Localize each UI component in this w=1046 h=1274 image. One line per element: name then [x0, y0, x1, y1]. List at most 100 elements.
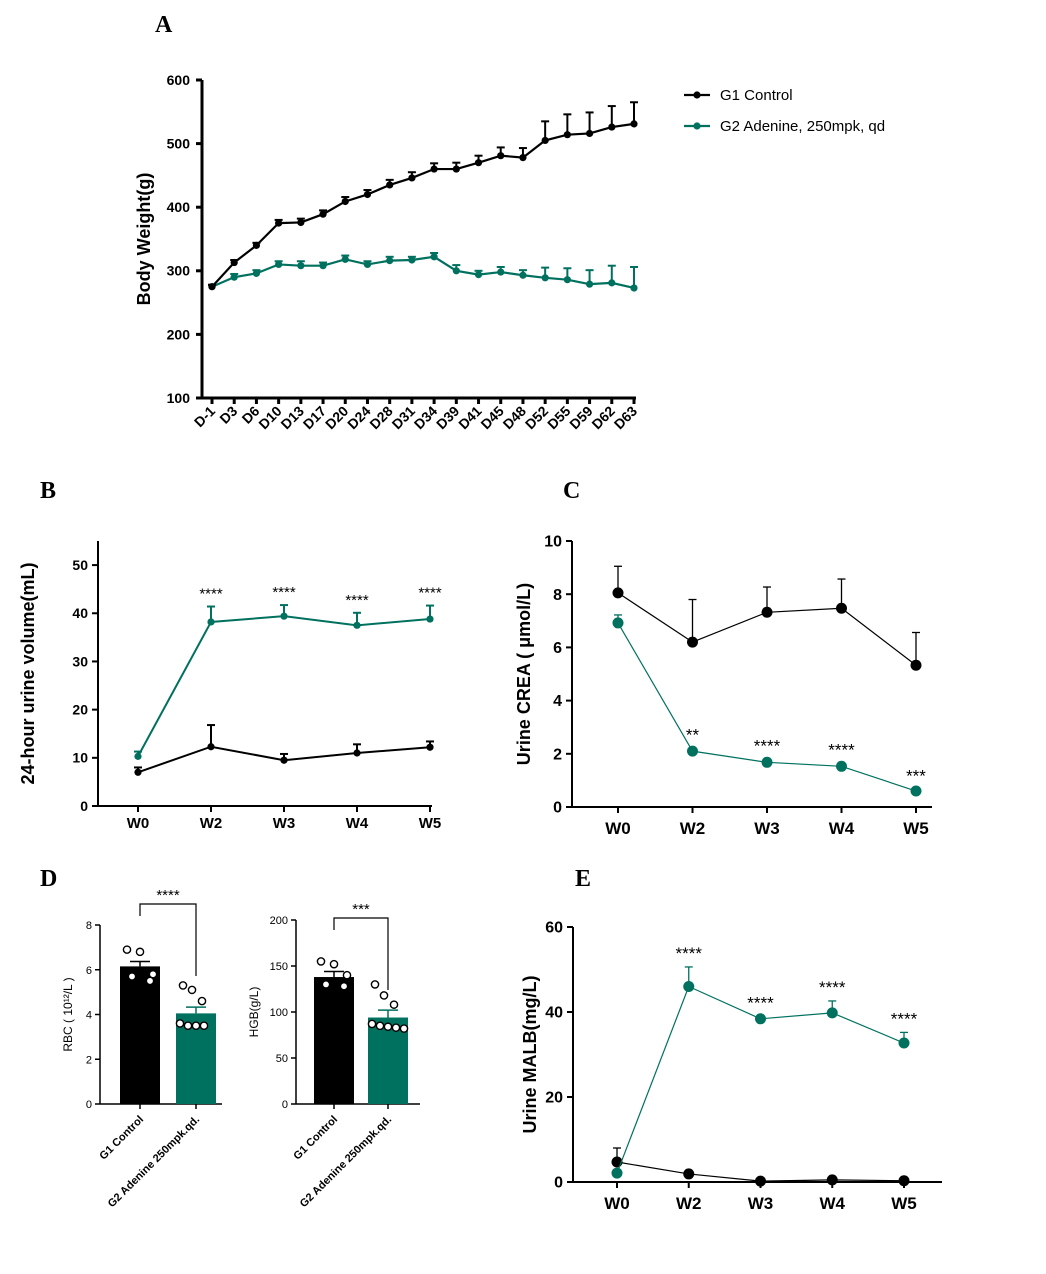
series-1	[611, 966, 910, 1179]
data-point	[367, 1019, 377, 1029]
significance-label: ****	[676, 944, 703, 963]
y-axis-label: RBC ( 10¹²/L )	[61, 977, 75, 1051]
data-point	[910, 659, 922, 671]
series-1	[612, 614, 922, 797]
data-point	[134, 768, 142, 776]
x-tick-label: G1 Control	[97, 1114, 146, 1163]
data-point	[363, 190, 372, 199]
significance-label: ****	[418, 585, 442, 602]
significance-label: ***	[906, 767, 926, 786]
data-point	[230, 258, 238, 267]
data-point	[687, 745, 698, 757]
y-tick-label: 150	[270, 961, 288, 973]
data-point	[370, 980, 380, 989]
data-point	[342, 970, 352, 980]
data-point	[474, 159, 483, 167]
panel-letter-e: E	[575, 866, 591, 892]
data-point	[379, 991, 389, 1000]
x-tick-label: W5	[891, 1194, 917, 1213]
y-tick-label: 4	[553, 693, 562, 710]
x-tick-label: D63	[611, 403, 641, 433]
y-axis-label: Urine MALB(mg/L)	[520, 976, 540, 1134]
bar	[368, 1017, 408, 1104]
data-point	[910, 785, 922, 797]
data-point	[426, 615, 434, 623]
data-point	[375, 1021, 385, 1031]
y-tick-label: 0	[553, 800, 562, 817]
data-point	[148, 969, 158, 979]
y-tick-label: 2	[86, 1054, 92, 1066]
data-point	[683, 981, 695, 992]
y-tick-label: 2	[553, 746, 562, 763]
data-point	[341, 255, 349, 263]
data-point	[297, 262, 305, 270]
data-point	[183, 1021, 193, 1030]
data-point	[207, 618, 215, 626]
x-tick-label: G1 Control	[291, 1114, 340, 1163]
data-point	[391, 1023, 401, 1032]
significance-bracket	[139, 903, 197, 976]
legend-label: G1 Control	[720, 87, 793, 104]
y-tick-label: 0	[282, 1099, 288, 1111]
data-point	[541, 274, 549, 282]
data-point	[474, 271, 483, 279]
y-tick-label: 6	[553, 640, 562, 657]
legend: G1 Control G2 Adenine, 250mpk, qd	[684, 87, 885, 135]
series-1	[208, 251, 638, 292]
data-point	[608, 279, 616, 287]
data-point	[386, 181, 394, 189]
data-point	[353, 621, 361, 629]
y-axis-label: 24-hour urine volume(mL)	[18, 562, 38, 784]
data-point	[135, 947, 145, 957]
x-tick-label: W0	[604, 1194, 630, 1213]
data-point	[519, 271, 527, 279]
x-tick-label: W4	[829, 819, 855, 838]
x-tick-label: W4	[820, 1194, 846, 1213]
y-tick-label: 50	[72, 557, 88, 573]
data-point	[339, 981, 349, 991]
data-point	[207, 743, 215, 751]
data-point	[252, 241, 261, 249]
data-point	[761, 756, 773, 768]
charts: 100200300400500600D-1D3D6D10D13D17D20D24…	[18, 72, 942, 1213]
y-tick-label: 20	[545, 1090, 563, 1107]
y-axis-label: HGB(g/L)	[247, 987, 261, 1038]
data-point	[630, 284, 638, 292]
y-tick-label: 100	[167, 390, 191, 406]
data-point	[399, 1024, 409, 1033]
data-point	[208, 283, 216, 291]
data-point	[563, 276, 571, 284]
data-point	[353, 749, 361, 757]
data-point	[612, 617, 624, 629]
significance-label: **	[686, 725, 700, 744]
data-point	[386, 257, 394, 265]
y-tick-label: 600	[167, 72, 191, 88]
x-tick-label: G2 Adenine 250mpk.qd.	[106, 1114, 202, 1210]
x-tick-label: W5	[903, 819, 929, 838]
data-point	[280, 756, 288, 764]
data-point	[252, 269, 261, 277]
data-point	[430, 165, 438, 173]
data-point	[321, 980, 331, 989]
y-tick-label: 4	[86, 1010, 92, 1022]
x-tick-label: W3	[748, 1194, 774, 1213]
y-tick-label: 400	[167, 199, 191, 215]
significance-label: ****	[828, 741, 855, 760]
significance-label: ****	[345, 592, 369, 609]
significance-label: ***	[352, 901, 370, 918]
data-point	[383, 1022, 393, 1032]
data-point	[585, 129, 594, 138]
x-tick-label: W3	[273, 815, 296, 832]
significance-label: ****	[747, 994, 774, 1013]
x-tick-label: W3	[754, 819, 780, 838]
legend-marker	[693, 91, 701, 99]
significance-bracket	[333, 917, 389, 990]
data-point	[608, 123, 616, 131]
data-point	[319, 210, 327, 218]
series-0	[208, 101, 638, 291]
x-tick-label: W2	[200, 815, 223, 832]
data-point	[275, 260, 283, 269]
data-point	[122, 945, 132, 954]
data-point	[329, 959, 339, 969]
